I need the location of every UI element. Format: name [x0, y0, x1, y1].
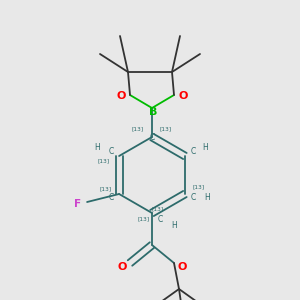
Text: B: B	[149, 107, 157, 117]
Text: O: O	[178, 91, 188, 101]
Text: C: C	[190, 148, 196, 157]
Text: C: C	[190, 194, 196, 202]
Text: O: O	[177, 262, 187, 272]
Text: H: H	[94, 142, 100, 152]
Text: [13]: [13]	[97, 158, 109, 164]
Text: C: C	[158, 214, 163, 224]
Text: O: O	[116, 91, 126, 101]
Text: F: F	[74, 199, 81, 209]
Text: C: C	[149, 133, 154, 142]
Text: [13]: [13]	[152, 206, 164, 211]
Text: C: C	[109, 194, 114, 202]
Text: H: H	[204, 194, 210, 202]
Text: [13]: [13]	[193, 184, 205, 190]
Text: [13]: [13]	[160, 127, 172, 131]
Text: [13]: [13]	[138, 217, 150, 221]
Text: C: C	[109, 148, 114, 157]
Text: H: H	[202, 142, 208, 152]
Text: [13]: [13]	[132, 127, 144, 131]
Text: [13]: [13]	[99, 187, 111, 191]
Text: H: H	[171, 220, 177, 230]
Text: O: O	[117, 262, 127, 272]
